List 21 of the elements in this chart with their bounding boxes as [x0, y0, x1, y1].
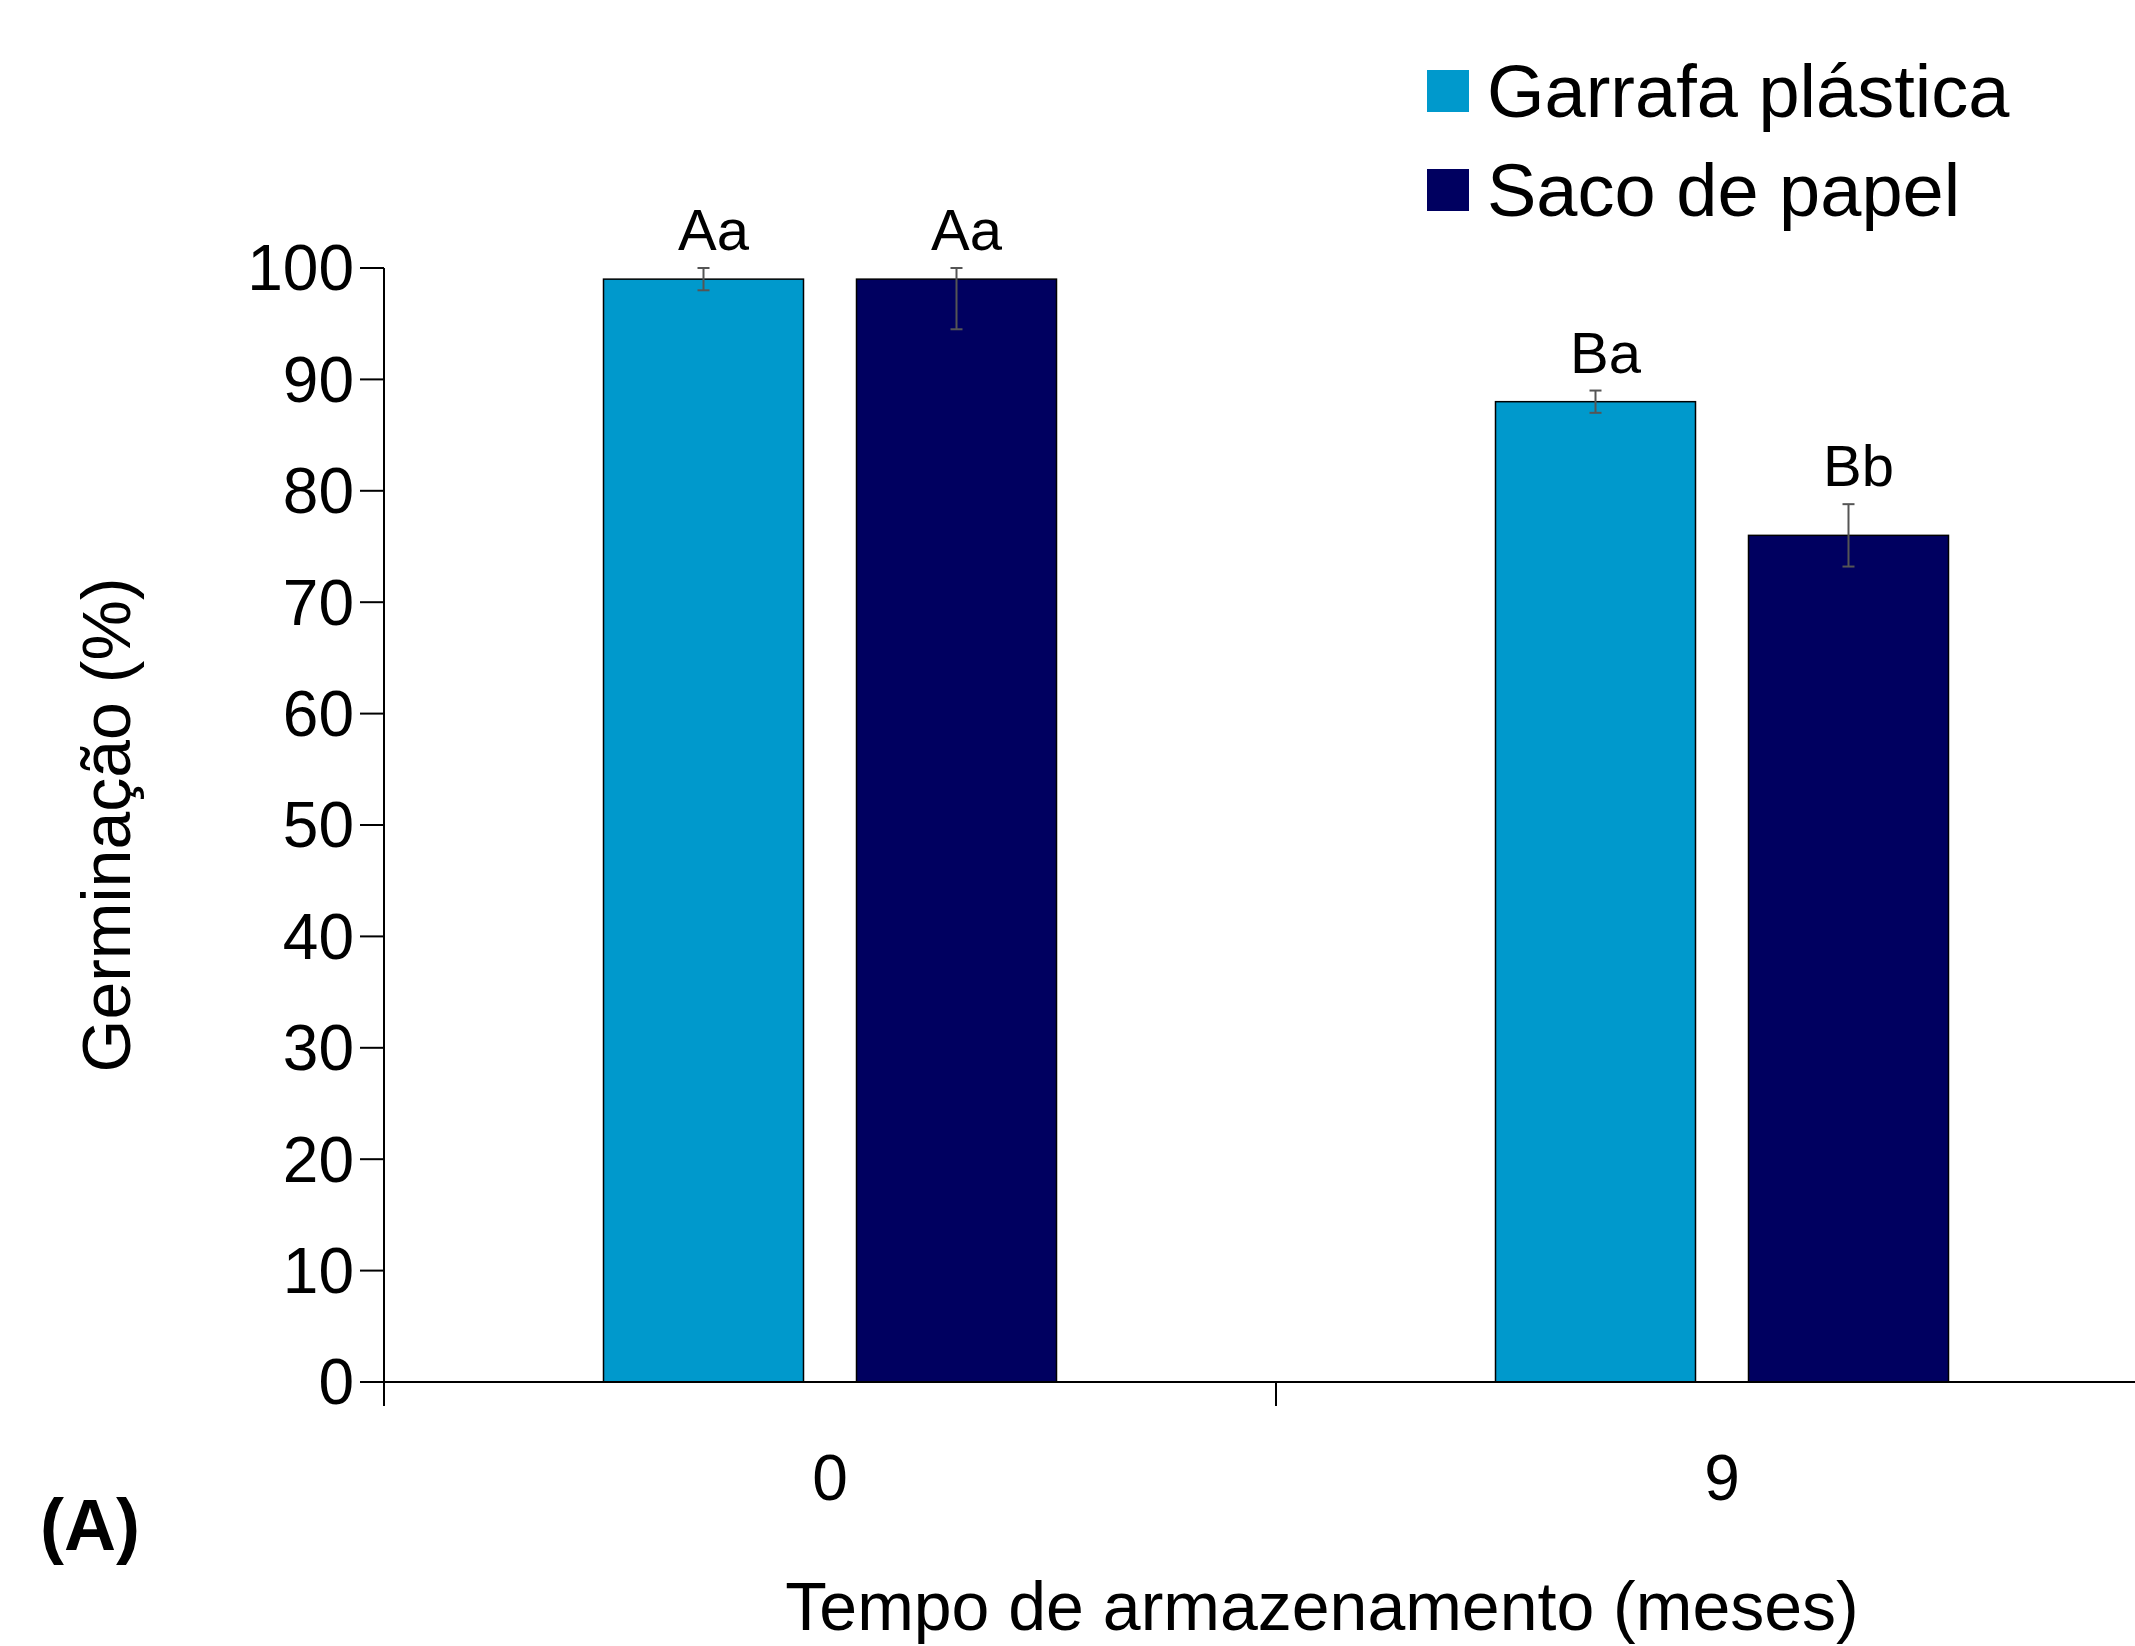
y-tick-label: 60	[282, 678, 354, 750]
data-label: Aa	[678, 197, 750, 262]
y-tick-label: 90	[282, 343, 354, 416]
y-tick-label: 0	[318, 1346, 354, 1419]
y-tick-label: 100	[247, 232, 354, 305]
legend-label: Saco de papel	[1487, 148, 1961, 232]
y-axis-title: Germinação (%)	[68, 577, 144, 1073]
y-tick-label: 40	[282, 900, 354, 973]
y-tick-label: 50	[282, 789, 354, 862]
x-tick-label: 9	[1704, 1442, 1740, 1514]
y-tick-label: 80	[282, 455, 354, 528]
y-tick-label: 10	[282, 1235, 354, 1307]
data-label: Bb	[1823, 433, 1894, 499]
y-tick-label: 20	[282, 1123, 354, 1196]
legend-label: Garrafa plástica	[1487, 49, 2011, 133]
data-label: Aa	[931, 197, 1003, 262]
text: (A)	[40, 1485, 140, 1565]
x-axis-title: Tempo de armazenamento (meses)	[785, 1568, 1859, 1644]
y-tick-label: 30	[282, 1012, 354, 1085]
y-tick-label: 70	[282, 566, 354, 639]
data-label: Ba	[1570, 319, 1642, 385]
